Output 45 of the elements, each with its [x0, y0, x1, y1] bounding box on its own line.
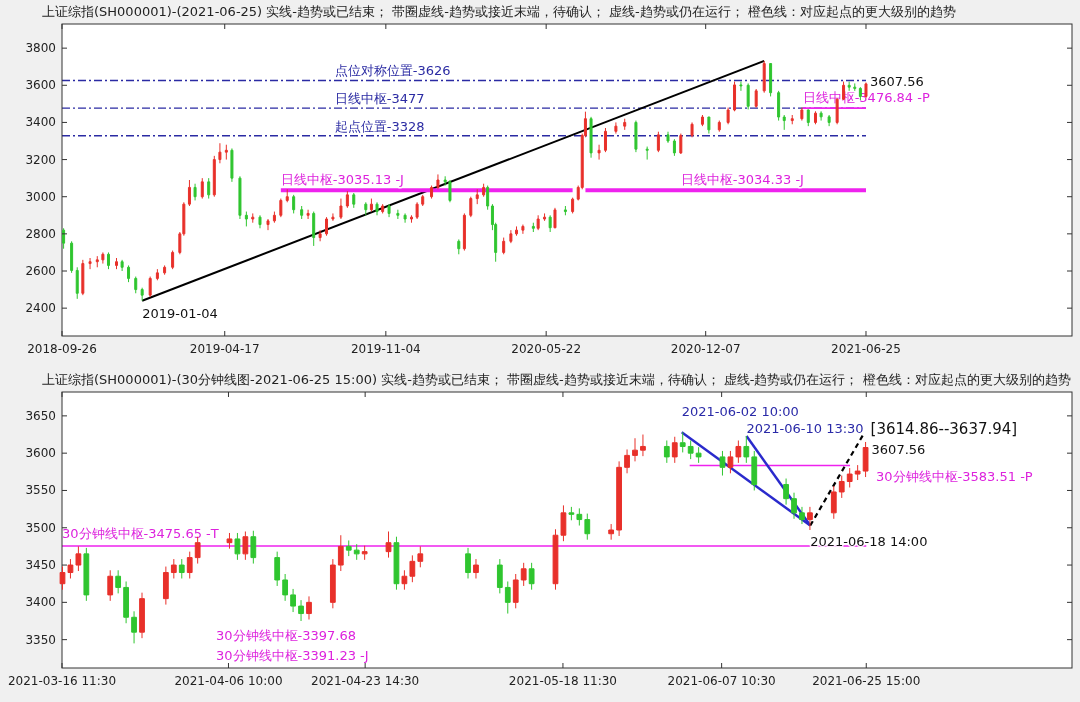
- y-tick-label: 3400: [25, 115, 56, 130]
- y-tick-label: 3350: [25, 632, 56, 647]
- annotation: 2021-06-18 14:00: [810, 533, 928, 549]
- y-tick-label: 3200: [25, 152, 56, 167]
- y-tick-label: 3600: [25, 446, 56, 461]
- y-tick-label: 3650: [25, 408, 56, 423]
- annotation: 30分钟线中枢-3397.68: [216, 628, 356, 644]
- x-tick-label: 2021-05-18 11:30: [508, 674, 618, 688]
- y-tick-label: 3600: [25, 78, 56, 93]
- annotation: 日线中枢-3034.33 -J: [680, 172, 804, 188]
- y-tick-label: 3800: [25, 41, 56, 56]
- annotation: 30分钟线中枢-3475.65 -T: [62, 525, 219, 541]
- ref-line-label: 日线中枢-3477: [334, 91, 425, 107]
- annotation: 日线中枢-3035.13 -J: [280, 172, 404, 188]
- x-tick-label: 2020-12-07: [670, 342, 741, 356]
- chart-title: 上证综指(SH000001)-(30分钟线图-2021-06-25 15:00) 实线-趋势或已结束； 带圈虚线-趋势或接近末端，待确认； 虚线-趋势或仍在运行； 橙色线：对应起点的更大级别的趋势: [42, 372, 1071, 387]
- annotation: 30分钟线中枢-3391.23 -J: [216, 647, 369, 663]
- ref-line-label: 起点位置-3328: [334, 118, 425, 134]
- chart-title: 上证综指(SH000001)-(2021-06-25) 实线-趋势或已结束； 带圈虚线-趋势或接近末端，待确认； 虚线-趋势或仍在运行； 橙色线：对应起点的更大级别的趋势: [42, 4, 956, 19]
- x-tick-label: 2021-04-06 10:00: [174, 674, 283, 688]
- annotation: 2021-06-02 10:00: [681, 404, 799, 420]
- y-tick-label: 3400: [25, 595, 56, 610]
- x-tick-label: 2020-05-22: [511, 342, 582, 356]
- y-tick-label: 3450: [25, 558, 56, 573]
- y-tick-label: 3550: [25, 483, 56, 498]
- x-tick-label: 2021-06-07 10:30: [667, 674, 776, 688]
- annotation: 3607.56: [871, 441, 926, 457]
- y-tick-label: 3000: [25, 189, 56, 204]
- annotation: 30分钟线中枢-3583.51 -P: [876, 469, 1033, 485]
- x-tick-label: 2019-11-04: [350, 342, 421, 356]
- x-tick-label: 2021-03-16 11:30: [7, 674, 117, 688]
- annotation: 2021-06-10 13:30: [746, 421, 864, 437]
- y-tick-label: 2400: [25, 301, 56, 316]
- x-tick-label: 2021-06-25 15:00: [812, 674, 921, 688]
- annotation: [3614.86--3637.94]: [870, 420, 1018, 439]
- y-tick-label: 2600: [25, 264, 56, 278]
- y-tick-label: 3500: [25, 520, 56, 535]
- annotation: 3607.56: [869, 73, 924, 89]
- x-tick-label: 2021-06-25: [831, 342, 901, 356]
- x-tick-label: 2021-04-23 14:30: [311, 674, 420, 688]
- annotation: 2019-01-04: [142, 305, 218, 321]
- x-tick-label: 2019-04-17: [189, 342, 260, 356]
- ref-line-label: 点位对称位置-3626: [334, 63, 451, 79]
- y-tick-label: 2800: [25, 226, 56, 241]
- x-tick-label: 2018-09-26: [27, 342, 97, 356]
